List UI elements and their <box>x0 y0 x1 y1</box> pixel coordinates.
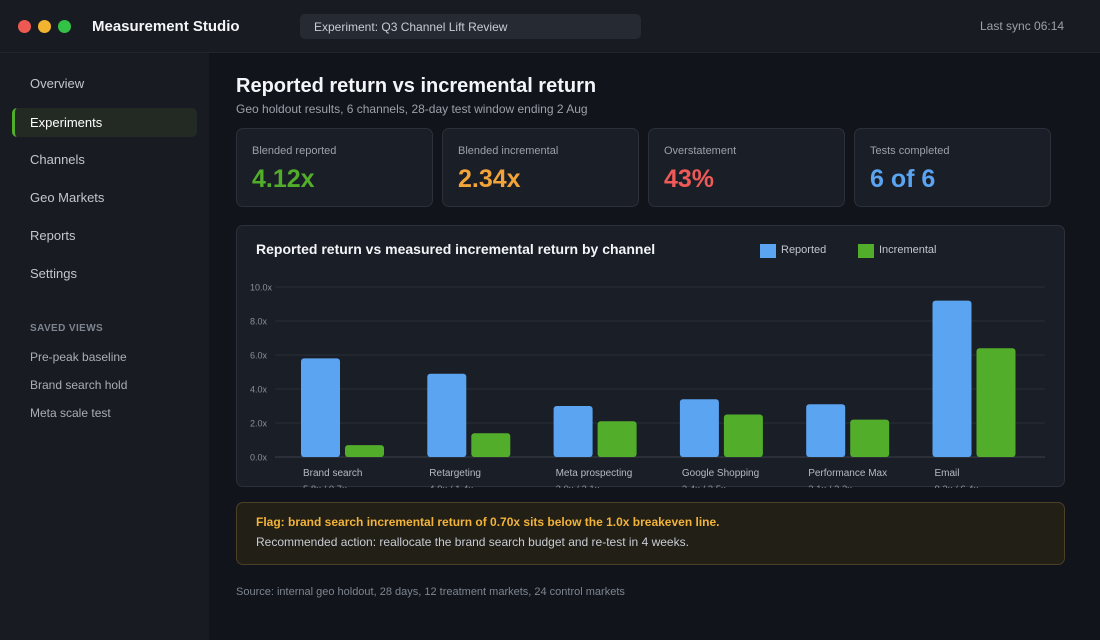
sidebar-item-experiments[interactable]: Experiments <box>12 108 197 137</box>
x-category-label: Retargeting <box>429 468 481 479</box>
page-title: Reported return vs incremental return <box>236 75 597 97</box>
saved-view-brand-search-hold[interactable]: Brand search hold <box>30 378 128 392</box>
bar-incremental-google-shopping <box>723 414 763 457</box>
x-value-label: 3.1x / 2.2x <box>808 484 852 488</box>
x-category-label: Brand search <box>303 468 362 479</box>
kpi-card-overstatement: Overstatement 43% <box>648 128 845 207</box>
minimize-window-button[interactable] <box>38 20 51 33</box>
x-value-label: 4.9x / 1.4x <box>429 484 473 488</box>
flag-recommended-action: Recommended action: reallocate the brand… <box>256 535 689 549</box>
flag-alert: Flag: brand search incremental return of… <box>236 502 1065 565</box>
legend-label-reported: Reported <box>781 244 827 256</box>
maximize-window-button[interactable] <box>58 20 71 33</box>
page-subtitle: Geo holdout results, 6 channels, 28-day … <box>236 102 588 116</box>
saved-view-meta-scale-test[interactable]: Meta scale test <box>30 406 111 420</box>
y-tick-label: 4.0x <box>250 385 268 395</box>
kpi-card-tests-completed: Tests completed 6 of 6 <box>854 128 1051 207</box>
bar-reported-retargeting <box>427 373 467 457</box>
x-category-label: Performance Max <box>808 468 887 479</box>
experiment-selector[interactable]: Experiment: Q3 Channel Lift Review <box>300 14 641 39</box>
sidebar-item-settings[interactable]: Settings <box>30 266 77 281</box>
bar-reported-performance-max <box>806 404 846 457</box>
bar-incremental-meta-prospecting <box>597 421 637 457</box>
sidebar: Overview Experiments Channels Geo Market… <box>0 53 209 640</box>
saved-views-heading: SAVED VIEWS <box>30 323 104 334</box>
y-tick-label: 8.0x <box>250 317 268 327</box>
kpi-value: 2.34x <box>458 165 521 193</box>
y-tick-label: 0.0x <box>250 453 268 463</box>
kpi-label: Blended reported <box>252 145 337 157</box>
saved-view-pre-peak-baseline[interactable]: Pre-peak baseline <box>30 350 127 364</box>
chart-title: Reported return vs measured incremental … <box>256 241 656 257</box>
sidebar-item-channels[interactable]: Channels <box>30 152 85 167</box>
x-value-label: 3.4x / 2.5x <box>682 484 726 488</box>
y-tick-label: 2.0x <box>250 419 268 429</box>
x-category-label: Google Shopping <box>682 468 759 479</box>
bar-chart: 0.0x 2.0x 4.0x 6.0x 8.0x 10.0x Brand search 5.8… <box>250 283 1045 488</box>
title-bar: Measurement Studio Experiment: Q3 Channe… <box>0 0 1100 53</box>
sidebar-item-geo-markets[interactable]: Geo Markets <box>30 190 105 205</box>
bar-reported-google-shopping <box>679 399 719 457</box>
flag-title: Flag: brand search incremental return of… <box>256 515 720 529</box>
kpi-label: Tests completed <box>870 145 950 157</box>
last-sync-status: Last sync 06:14 <box>980 19 1065 33</box>
close-window-button[interactable] <box>18 20 31 33</box>
app-title: Measurement Studio <box>92 18 240 35</box>
bar-incremental-performance-max <box>850 419 890 457</box>
bar-incremental-email <box>976 348 1016 457</box>
x-value-label: 5.8x / 0.7x <box>303 484 347 488</box>
chart-card: 0.0x 2.0x 4.0x 6.0x 8.0x 10.0x Brand search 5.8… <box>236 225 1065 488</box>
x-value-label: 3.0x / 2.1x <box>556 484 600 488</box>
x-value-label: 9.2x / 6.4x <box>935 484 979 488</box>
source-note: Source: internal geo holdout, 28 days, 1… <box>236 586 625 598</box>
y-tick-label: 10.0x <box>250 283 273 293</box>
kpi-card-blended-reported: Blended reported 4.12x <box>236 128 433 207</box>
bar-incremental-brand-search <box>345 445 384 457</box>
x-category-label: Email <box>935 468 960 479</box>
bar-reported-meta-prospecting <box>553 406 593 457</box>
kpi-label: Overstatement <box>664 145 737 157</box>
x-category-label: Meta prospecting <box>556 468 633 479</box>
legend-swatch-reported <box>760 244 776 258</box>
kpi-value: 43% <box>664 165 715 193</box>
legend-swatch-incremental <box>858 244 874 258</box>
sidebar-item-overview[interactable]: Overview <box>30 76 85 91</box>
bar-reported-email <box>932 300 972 457</box>
y-tick-label: 6.0x <box>250 351 268 361</box>
sidebar-item-reports[interactable]: Reports <box>30 228 76 243</box>
bar-reported-brand-search <box>301 358 340 457</box>
kpi-value: 4.12x <box>252 165 315 193</box>
kpi-card-blended-incremental: Blended incremental 2.34x <box>442 128 639 207</box>
kpi-value: 6 of 6 <box>870 165 936 193</box>
bar-incremental-retargeting <box>471 433 511 457</box>
kpi-label: Blended incremental <box>458 145 559 157</box>
legend-label-incremental: Incremental <box>879 244 937 256</box>
